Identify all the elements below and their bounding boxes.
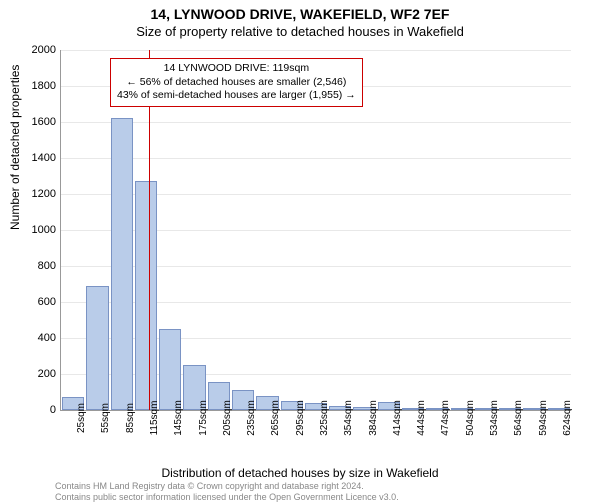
x-axis-label: Distribution of detached houses by size … xyxy=(0,466,600,480)
x-tick: 295sqm xyxy=(295,400,306,436)
y-tick: 1800 xyxy=(16,80,56,92)
x-tick: 594sqm xyxy=(538,400,549,436)
x-tick: 624sqm xyxy=(562,400,573,436)
x-tick: 354sqm xyxy=(343,400,354,436)
attribution-line: Contains HM Land Registry data © Crown c… xyxy=(55,481,399,493)
annotation-box: 14 LYNWOOD DRIVE: 119sqm← 56% of detache… xyxy=(110,58,363,107)
y-tick: 0 xyxy=(16,404,56,416)
annotation-line: 43% of semi-detached houses are larger (… xyxy=(117,89,356,103)
y-tick: 600 xyxy=(16,296,56,308)
x-tick: 504sqm xyxy=(465,400,476,436)
annotation-line: ← 56% of detached houses are smaller (2,… xyxy=(117,76,356,90)
bar xyxy=(135,181,157,411)
chart-title: 14, LYNWOOD DRIVE, WAKEFIELD, WF2 7EF xyxy=(0,0,600,22)
x-tick: 145sqm xyxy=(173,400,184,436)
x-tick: 205sqm xyxy=(222,400,233,436)
x-tick: 175sqm xyxy=(198,400,209,436)
attribution: Contains HM Land Registry data © Crown c… xyxy=(55,481,399,504)
annotation-line: 14 LYNWOOD DRIVE: 119sqm xyxy=(117,62,356,76)
x-tick: 25sqm xyxy=(76,403,87,433)
y-tick: 200 xyxy=(16,368,56,380)
x-tick: 414sqm xyxy=(392,400,403,436)
x-tick: 444sqm xyxy=(416,400,427,436)
x-tick: 115sqm xyxy=(149,401,160,436)
bar xyxy=(111,118,133,411)
x-tick: 534sqm xyxy=(489,400,500,436)
y-tick: 800 xyxy=(16,260,56,272)
bar xyxy=(159,329,181,410)
y-tick: 2000 xyxy=(16,44,56,56)
x-tick: 564sqm xyxy=(513,400,524,436)
x-tick: 55sqm xyxy=(100,403,111,433)
x-tick: 235sqm xyxy=(246,400,257,436)
x-tick: 325sqm xyxy=(319,400,330,436)
y-tick: 1000 xyxy=(16,224,56,236)
attribution-line: Contains public sector information licen… xyxy=(55,492,399,504)
chart-subtitle: Size of property relative to detached ho… xyxy=(0,22,600,39)
x-tick: 265sqm xyxy=(270,400,281,436)
y-tick: 1200 xyxy=(16,188,56,200)
y-tick: 1400 xyxy=(16,152,56,164)
y-tick: 400 xyxy=(16,332,56,344)
x-tick: 474sqm xyxy=(440,400,451,436)
chart-container: 14, LYNWOOD DRIVE, WAKEFIELD, WF2 7EF Si… xyxy=(0,0,600,500)
x-tick: 384sqm xyxy=(368,400,379,436)
y-tick: 1600 xyxy=(16,116,56,128)
bar xyxy=(86,286,108,410)
x-tick: 85sqm xyxy=(125,403,136,433)
